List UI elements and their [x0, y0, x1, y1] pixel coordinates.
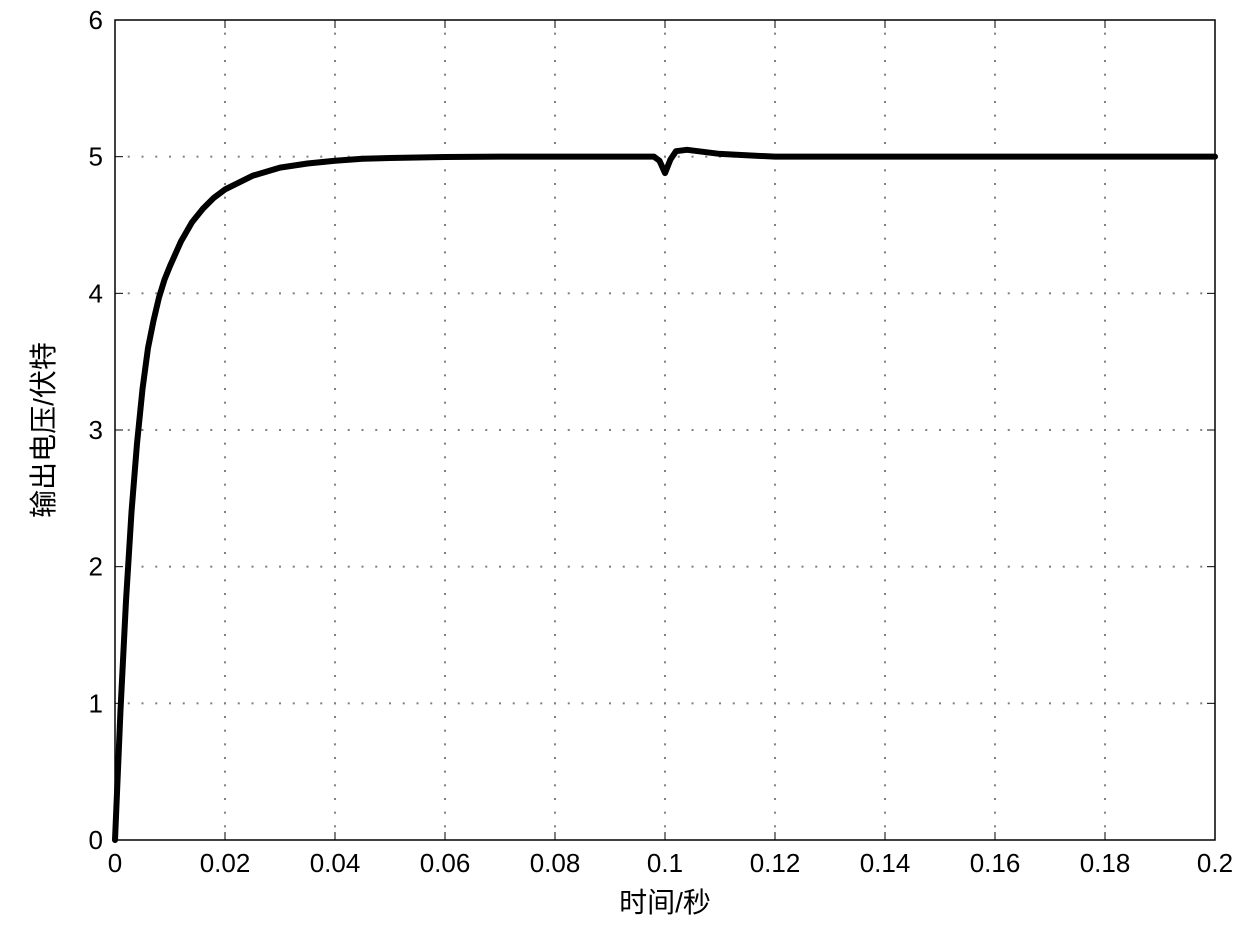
x-tick-label: 0.16	[970, 848, 1021, 878]
x-tick-label: 0.2	[1197, 848, 1233, 878]
y-tick-label: 6	[89, 5, 103, 35]
y-tick-label: 5	[89, 142, 103, 172]
y-tick-label: 0	[89, 825, 103, 855]
x-tick-label: 0.14	[860, 848, 911, 878]
x-tick-label: 0.04	[310, 848, 361, 878]
x-tick-label: 0.12	[750, 848, 801, 878]
data-line-output-voltage	[115, 150, 1215, 840]
y-tick-label: 4	[89, 278, 103, 308]
y-tick-label: 1	[89, 688, 103, 718]
x-tick-label: 0.06	[420, 848, 471, 878]
x-tick-label: 0	[108, 848, 122, 878]
x-axis-label: 时间/秒	[619, 887, 711, 918]
y-axis-label: 输出电压/伏特	[28, 342, 59, 518]
x-tick-label: 0.1	[647, 848, 683, 878]
chart-svg: 0 0.02 0.04 0.06 0.08 0.1 0.12 0.14 0.16 0.18 0.2 0…	[0, 0, 1240, 935]
x-tick-label: 0.18	[1080, 848, 1131, 878]
y-tick-label: 3	[89, 415, 103, 445]
y-tick-label: 2	[89, 552, 103, 582]
chart-container: 0 0.02 0.04 0.06 0.08 0.1 0.12 0.14 0.16 0.18 0.2 0…	[0, 0, 1240, 935]
x-tick-label: 0.02	[200, 848, 251, 878]
x-tick-label: 0.08	[530, 848, 581, 878]
